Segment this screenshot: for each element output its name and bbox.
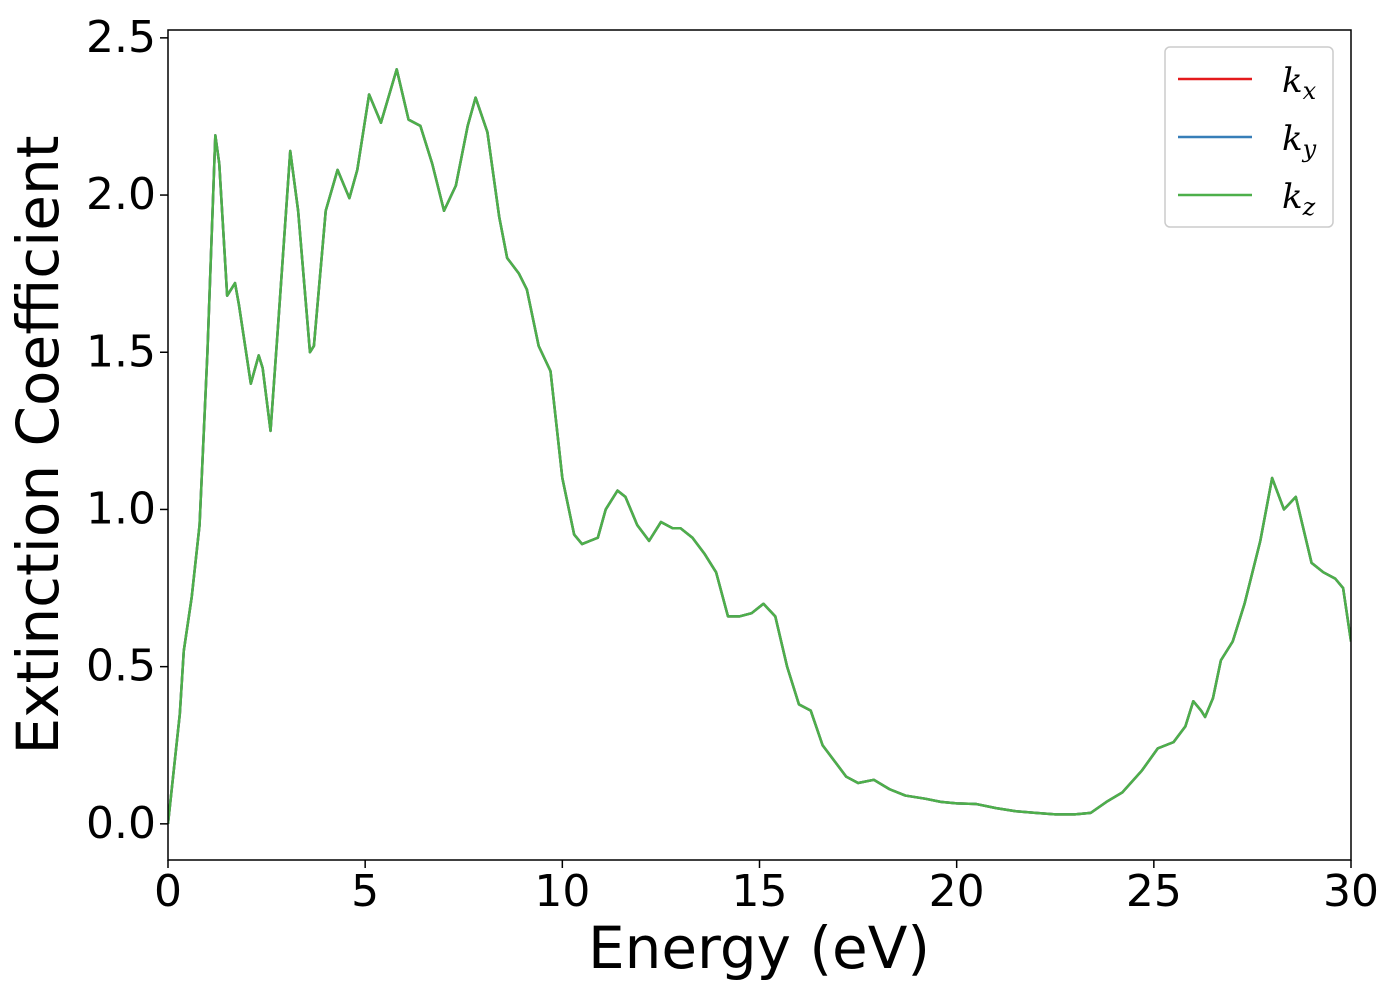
series-line [168, 68, 1351, 824]
legend-label: ky [1282, 119, 1317, 163]
plot-frame [167, 29, 1352, 861]
y-tick-label: 1.0 [86, 483, 156, 534]
x-tick-label: 30 [1323, 866, 1379, 917]
y-tick-label: 1.5 [86, 326, 156, 377]
x-tick-label: 0 [154, 866, 182, 917]
x-tick-label: 25 [1126, 866, 1182, 917]
x-tick-label: 20 [929, 866, 985, 917]
y-tick-label: 0.5 [86, 641, 156, 692]
legend-label: kz [1282, 177, 1316, 221]
x-tick-label: 15 [732, 866, 788, 917]
x-tick-label: 10 [534, 866, 590, 917]
y-tick-label: 0.0 [86, 798, 156, 849]
x-axis-label: Energy (eV) [588, 914, 930, 982]
y-tick-label: 2.0 [86, 169, 156, 220]
x-tick-label: 5 [351, 866, 379, 917]
legend-label: kx [1282, 61, 1317, 105]
y-tick-label: 2.5 [86, 12, 156, 63]
y-axis-label: Extinction Coefficient [4, 136, 72, 755]
